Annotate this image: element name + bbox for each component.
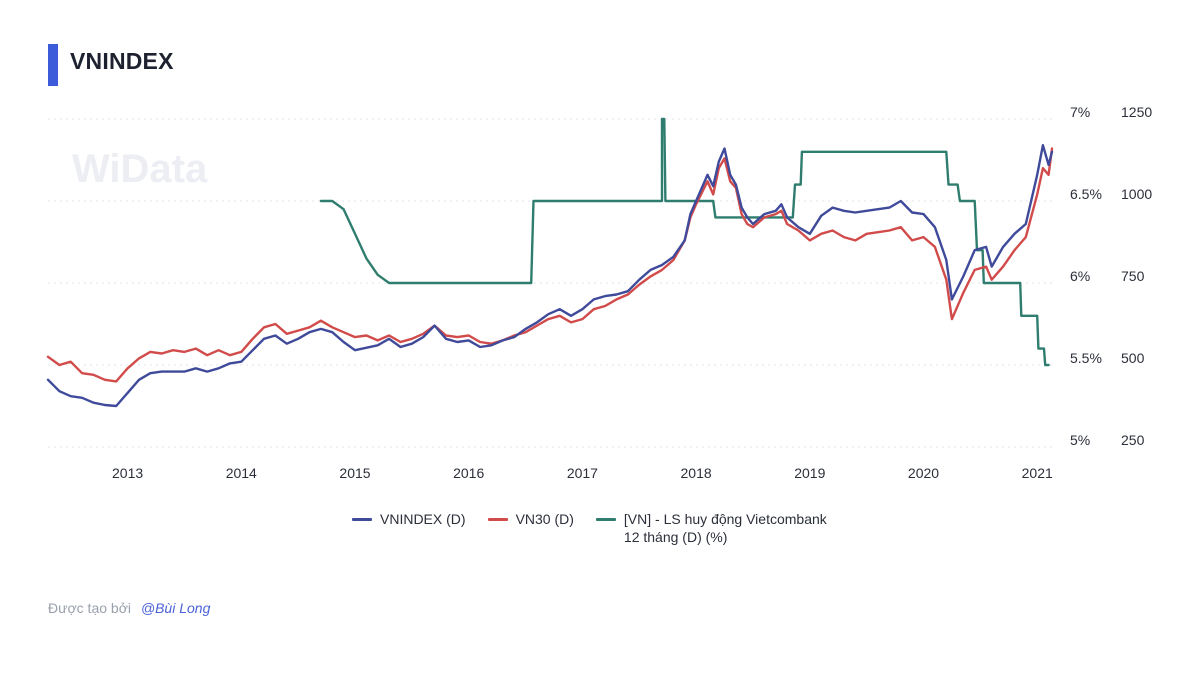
x-tick-label: 2018 xyxy=(681,465,712,481)
chart-legend: VNINDEX (D) VN30 (D) [VN] - LS huy động … xyxy=(352,510,844,546)
legend-swatch-deposit-rate xyxy=(595,518,616,521)
watermark-text: WiData xyxy=(72,147,208,191)
footer-prefix: Được tạo bởi xyxy=(48,600,131,616)
y-right-tick-label: 250 xyxy=(1121,432,1145,448)
footer-author-link[interactable]: @Bùi Long xyxy=(140,600,211,616)
y-left-axis-ticks: 7% 6.5% 6% 5.5% 5% xyxy=(1070,104,1102,448)
legend-item-vnindex[interactable]: VNINDEX (D) xyxy=(352,510,466,528)
y-right-tick-label: 1250 xyxy=(1121,104,1152,120)
series-layer xyxy=(46,117,1054,408)
x-tick-label: 2020 xyxy=(908,465,939,481)
y-right-tick-label: 1000 xyxy=(1121,186,1152,202)
vnindex-line xyxy=(46,144,1054,408)
page-title: VNINDEX xyxy=(70,48,174,74)
x-tick-label: 2016 xyxy=(453,465,484,481)
x-tick-label: 2015 xyxy=(339,465,370,481)
x-tick-label: 2013 xyxy=(112,465,143,481)
title-accent-bar xyxy=(48,44,58,86)
vn30-line xyxy=(46,147,1054,383)
y-right-axis-ticks: 1250 1000 750 500 250 xyxy=(1121,104,1152,448)
y-left-tick-label: 5.5% xyxy=(1070,350,1102,366)
x-tick-label: 2014 xyxy=(226,465,257,481)
watermark-logo: WiData xyxy=(72,147,208,191)
legend-label-vn30: VN30 (D) xyxy=(515,511,574,527)
legend-label-vnindex: VNINDEX (D) xyxy=(380,511,466,527)
y-left-tick-label: 7% xyxy=(1070,104,1090,120)
x-tick-label: 2017 xyxy=(567,465,598,481)
legend-item-vn30[interactable]: VN30 (D) xyxy=(487,510,574,528)
y-right-tick-label: 500 xyxy=(1121,350,1145,366)
x-tick-label: 2021 xyxy=(1022,465,1053,481)
legend-item-deposit-rate[interactable]: [VN] - LS huy động Vietcombank 12 tháng … xyxy=(595,510,844,546)
footer-credit: Được tạo bởi @Bùi Long xyxy=(48,600,210,616)
x-tick-label: 2019 xyxy=(794,465,825,481)
line-chart: WiData 2013 2014 2015 2016 2017 2018 2019 2020 2… xyxy=(46,104,1152,481)
y-left-tick-label: 5% xyxy=(1070,432,1090,448)
y-left-tick-label: 6.5% xyxy=(1070,186,1102,202)
legend-swatch-vn30 xyxy=(487,518,508,521)
y-right-tick-label: 750 xyxy=(1121,268,1145,284)
y-left-tick-label: 6% xyxy=(1070,268,1090,284)
legend-swatch-vnindex xyxy=(352,518,372,521)
legend-label-deposit-rate: [VN] - LS huy động Vietcombank 12 tháng … xyxy=(623,511,827,545)
x-axis-ticks: 2013 2014 2015 2016 2017 2018 2019 2020 2021 xyxy=(112,465,1053,481)
deposit-rate-line xyxy=(319,117,1050,367)
